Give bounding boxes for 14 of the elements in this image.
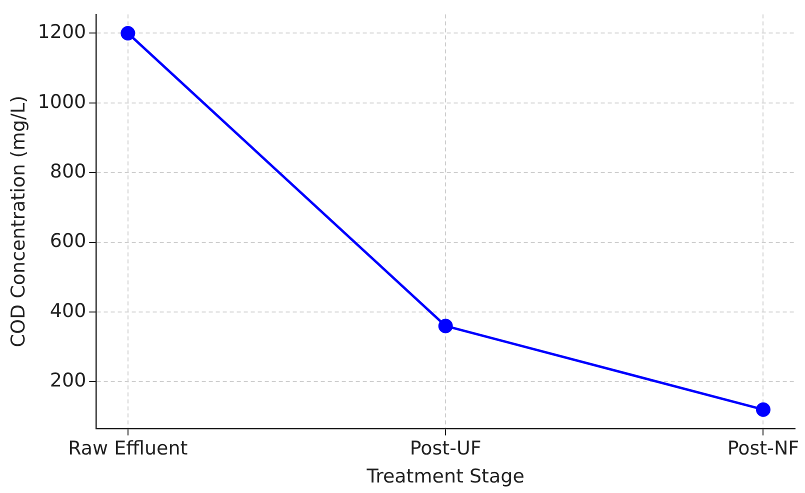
x-axis-title: Treatment Stage: [366, 466, 524, 488]
point: [120, 26, 136, 40]
x-tick-label: Raw Effluent: [68, 438, 188, 460]
x-tick-label: Post-NF: [727, 438, 800, 460]
y-tick-label: 800: [50, 160, 86, 183]
y-tick-label: 1200: [38, 21, 86, 44]
y-axis-title: COD Concentration (mg/L): [7, 96, 30, 348]
y-tick-label: 1000: [38, 90, 86, 113]
point: [756, 402, 770, 417]
x-tick-label: Post-UF: [410, 438, 482, 460]
point: [438, 318, 453, 334]
y-tick-label: 200: [50, 370, 86, 392]
y-tick-label: 400: [50, 300, 86, 322]
y-tick-label: 600: [50, 230, 86, 252]
